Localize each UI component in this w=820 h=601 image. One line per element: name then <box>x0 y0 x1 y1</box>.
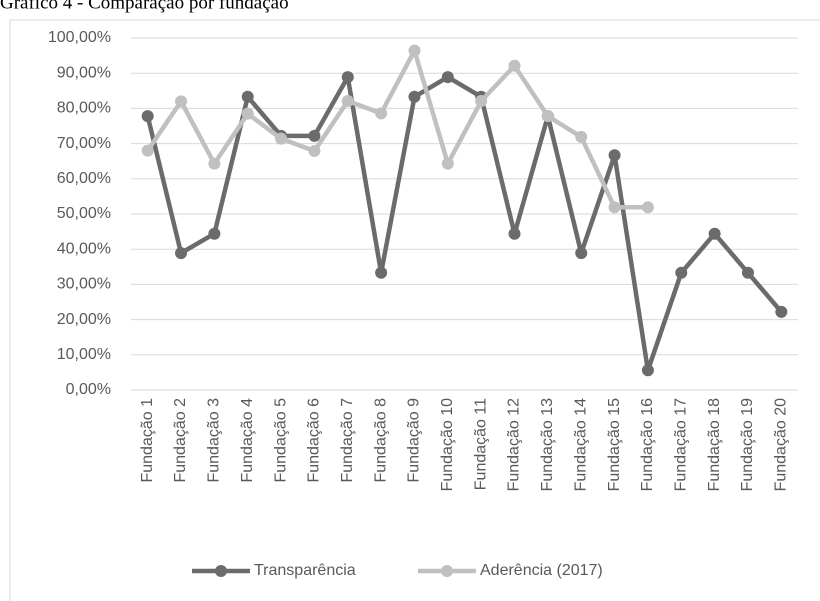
x-tick-label: Fundação 8 <box>372 398 389 483</box>
point <box>675 266 688 279</box>
point <box>375 107 388 120</box>
point <box>775 305 788 318</box>
point <box>141 110 154 123</box>
x-tick-label: Fundação 16 <box>639 398 656 492</box>
point <box>641 364 654 377</box>
x-tick-label: Fundação 10 <box>439 398 456 492</box>
point <box>241 107 254 120</box>
x-tick-label: Fundação 11 <box>472 398 489 490</box>
x-tick-label: Fundação 9 <box>406 398 423 483</box>
legend-label: Transparência <box>254 562 356 579</box>
point <box>175 95 188 108</box>
point <box>441 157 454 170</box>
point <box>408 90 421 103</box>
x-tick-label: Fundação 5 <box>272 398 289 483</box>
y-tick-label: 40,00% <box>57 240 111 257</box>
point <box>241 90 254 103</box>
y-tick-label: 70,00% <box>57 135 111 152</box>
y-tick-label: 90,00% <box>57 64 111 81</box>
legend-label: Aderência (2017) <box>480 562 603 579</box>
x-tick-label: Fundação 20 <box>773 398 790 492</box>
series-line <box>145 48 648 210</box>
point <box>208 227 221 240</box>
x-tick-label: Fundação 15 <box>606 398 623 492</box>
point <box>275 132 288 145</box>
legend-marker <box>441 565 453 577</box>
point <box>441 71 454 84</box>
point <box>141 144 154 157</box>
y-tick-label: 50,00% <box>57 205 111 222</box>
point <box>341 95 354 108</box>
x-tick-label: Fundação 4 <box>239 398 256 483</box>
y-tick-label: 100,00% <box>48 29 111 46</box>
point <box>175 247 188 260</box>
point <box>741 266 754 279</box>
y-tick-label: 10,00% <box>57 346 111 363</box>
chart-border <box>9 19 820 601</box>
point <box>641 201 654 214</box>
series-line <box>145 74 784 373</box>
point <box>341 71 354 84</box>
point <box>408 44 421 57</box>
x-tick-label: Fundação 3 <box>206 398 223 483</box>
y-tick-label: 20,00% <box>57 311 111 328</box>
x-tick-label: Fundação 14 <box>572 398 589 492</box>
point <box>308 129 321 142</box>
x-tick-label: Fundação 13 <box>539 398 556 492</box>
point <box>208 157 221 170</box>
point <box>308 144 321 157</box>
x-tick-label: Fundação 17 <box>672 398 689 492</box>
y-tick-label: 30,00% <box>57 276 111 293</box>
y-tick-label: 80,00% <box>57 100 111 117</box>
point <box>508 59 521 72</box>
point <box>575 130 588 143</box>
point <box>541 110 554 123</box>
point <box>708 227 721 240</box>
y-tick-label: 60,00% <box>57 170 111 187</box>
x-tick-label: Fundação 2 <box>172 398 189 483</box>
x-tick-label: Fundação 12 <box>506 398 523 492</box>
legend-marker <box>215 565 227 577</box>
x-tick-label: Fundação 6 <box>306 398 323 483</box>
x-tick-label: Fundação 19 <box>739 398 756 492</box>
x-tick-label: Fundação 1 <box>139 398 156 483</box>
x-tick-label: Fundação 18 <box>706 398 723 492</box>
point <box>475 95 488 108</box>
y-tick-label: 0,00% <box>66 381 111 398</box>
chart-title: Gráfico 4 - Comparação por fundação <box>0 0 289 13</box>
point <box>575 247 588 260</box>
point <box>375 266 388 279</box>
x-tick-label: Fundação 7 <box>339 398 356 483</box>
point <box>508 227 521 240</box>
point <box>608 149 621 162</box>
point <box>608 201 621 214</box>
